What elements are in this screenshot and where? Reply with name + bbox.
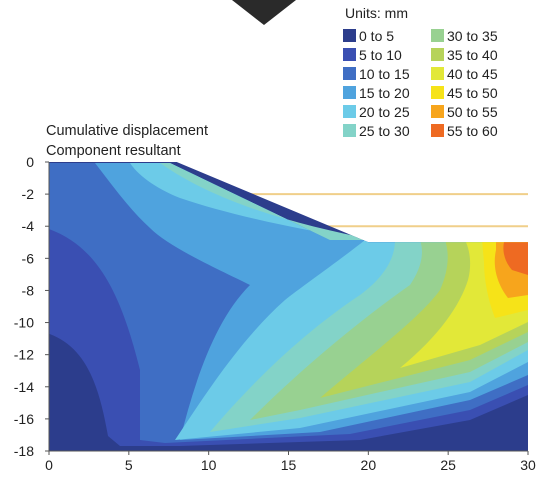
y-axis-ticks: 0 -2 -4 -6 -8 -10 -12 -14 -16 -18 — [14, 154, 49, 459]
legend-swatch — [431, 124, 444, 137]
legend-label: 5 to 10 — [359, 47, 402, 63]
x-tick-label: 5 — [125, 457, 133, 473]
legend-label: 15 to 20 — [359, 85, 410, 101]
legend-label: 30 to 35 — [447, 28, 498, 44]
legend-swatch — [343, 48, 356, 61]
x-tick-label: 20 — [361, 457, 377, 473]
annotation-line-2: Component resultant — [46, 143, 181, 159]
x-tick-label: 10 — [201, 457, 217, 473]
y-tick-label: -14 — [14, 379, 34, 395]
y-tick-label: -18 — [14, 443, 34, 459]
x-axis-ticks: 0 5 10 15 20 25 30 — [45, 451, 536, 473]
legend-swatch — [431, 67, 444, 80]
y-tick-label: 0 — [26, 154, 34, 170]
contour-field — [49, 162, 528, 451]
legend-swatch — [343, 29, 356, 42]
x-tick-label: 30 — [520, 457, 536, 473]
legend-label: 55 to 60 — [447, 123, 498, 139]
band-55-60 — [503, 242, 528, 275]
legend-title: Units: mm — [345, 5, 408, 21]
legend-swatch — [431, 105, 444, 118]
y-tick-label: -8 — [22, 282, 35, 298]
x-tick-label: 0 — [45, 457, 53, 473]
legend-swatch — [431, 29, 444, 42]
x-tick-label: 25 — [440, 457, 456, 473]
legend-swatch — [431, 48, 444, 61]
y-tick-label: -12 — [14, 347, 34, 363]
legend-swatch — [431, 86, 444, 99]
legend-label: 20 to 25 — [359, 104, 410, 120]
legend-label: 25 to 30 — [359, 123, 410, 139]
y-tick-label: -10 — [14, 315, 34, 331]
legend-label: 10 to 15 — [359, 66, 410, 82]
legend-swatch — [343, 124, 356, 137]
legend: Units: mm 0 to 5 5 to 10 10 to 15 15 to 20 2… — [343, 5, 498, 139]
legend-label: 35 to 40 — [447, 47, 498, 63]
legend-swatch — [343, 67, 356, 80]
annotation-line-1: Cumulative displacement — [46, 123, 208, 139]
y-tick-label: -16 — [14, 411, 34, 427]
top-arrow-marker — [232, 0, 296, 25]
x-tick-label: 15 — [281, 457, 297, 473]
legend-label: 50 to 55 — [447, 104, 498, 120]
legend-label: 40 to 45 — [447, 66, 498, 82]
y-tick-label: -6 — [22, 250, 35, 266]
legend-label: 0 to 5 — [359, 28, 394, 44]
legend-label: 45 to 50 — [447, 85, 498, 101]
legend-swatch — [343, 105, 356, 118]
y-tick-label: -4 — [22, 218, 35, 234]
y-tick-label: -2 — [22, 186, 35, 202]
legend-swatch — [343, 86, 356, 99]
